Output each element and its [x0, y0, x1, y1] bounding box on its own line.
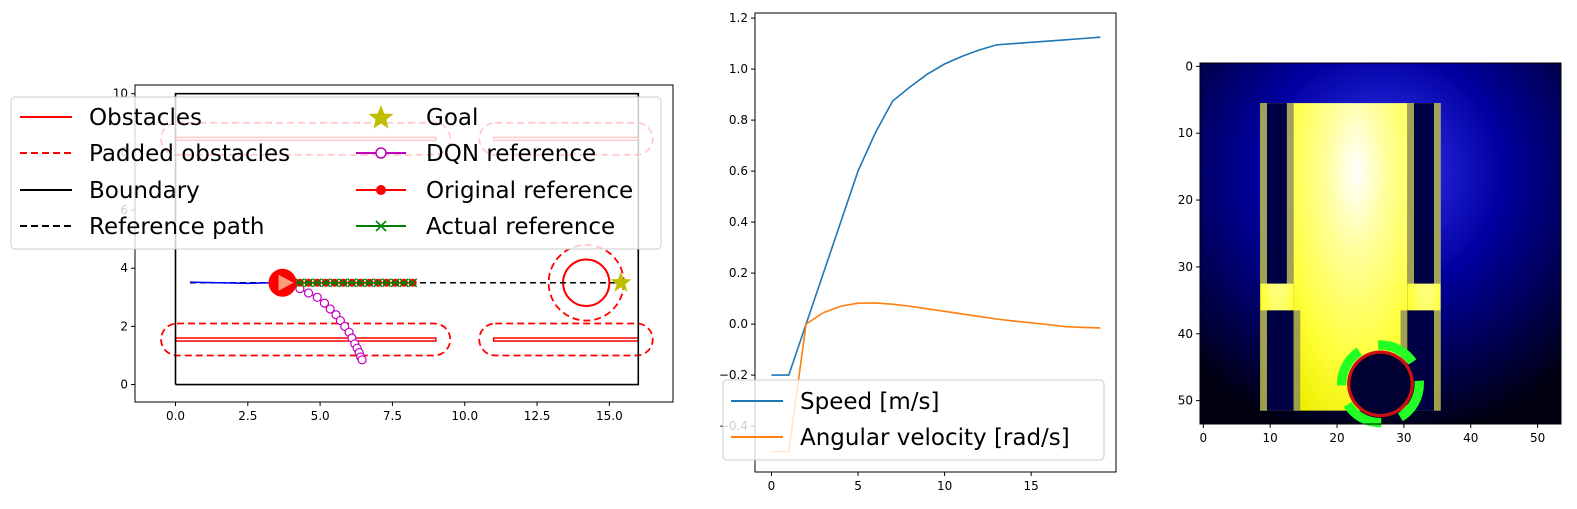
padded-obstacle: [160, 322, 452, 357]
image-ytick-label: 0: [1185, 59, 1193, 73]
map-xtick-label: 5.0: [311, 409, 330, 423]
velocity-ytick-label: 0.8: [729, 113, 748, 127]
hole-core: [1350, 353, 1411, 414]
image-ytick-label: 10: [1178, 126, 1193, 140]
legend-speed-label: Speed [m/s]: [800, 389, 940, 415]
legend-actual-label: Actual reference: [426, 214, 615, 240]
actual-reference-point: [390, 278, 400, 288]
legend-goal-star: [368, 105, 394, 129]
speed-series-line: [771, 36, 1101, 376]
actual-reference-point: [356, 278, 366, 288]
actual-reference-point: [312, 278, 322, 288]
map-ytick-label: 2: [120, 319, 128, 333]
wall-edge-shade: [1260, 310, 1267, 411]
wall-edge-shade: [1260, 103, 1267, 284]
robot-heading-marker: [278, 274, 294, 291]
map-xtick-label: 0.0: [166, 409, 185, 423]
wall-region: [1413, 103, 1434, 284]
wall-edge-shade: [1407, 103, 1414, 284]
map-xtick-label: 12.5: [524, 409, 551, 423]
velocity-ytick-label: 0.0: [729, 317, 748, 331]
image-xtick-label: 30: [1396, 431, 1411, 445]
map-ytick-label: 0: [120, 378, 128, 392]
actual-reference-point: [408, 278, 418, 288]
image-plot-layer: [1200, 63, 1561, 428]
legend-original-label: Original reference: [426, 178, 633, 204]
legend-original-marker: [376, 185, 386, 195]
map-legend-frame: [10, 96, 662, 250]
map-ticks: 0.02.55.07.510.012.515.00246810: [113, 87, 623, 423]
image-ytick-label: 50: [1178, 394, 1193, 408]
dqn-reference-point: [325, 304, 335, 314]
wall-edge-shade: [1433, 310, 1441, 411]
map-xtick-label: 10.0: [451, 409, 478, 423]
velocity-ytick-label: 1.0: [729, 62, 748, 76]
map-xtick-label: 7.5: [383, 409, 402, 423]
actual-reference-point: [295, 278, 305, 288]
goal-marker: [610, 271, 632, 292]
velocity-ytick-label: 0.4: [729, 215, 748, 229]
legend-goal-label: Goal: [426, 105, 478, 131]
legend-obstacles-label: Obstacles: [89, 105, 202, 131]
actual-reference-point: [364, 278, 374, 288]
wall-region: [1266, 103, 1287, 284]
dqn-reference-point: [312, 292, 322, 302]
actual-reference-point: [338, 278, 348, 288]
legend-reference-label: Reference path: [89, 214, 264, 240]
image-xtick-label: 0: [1200, 431, 1208, 445]
image-xtick-label: 40: [1463, 431, 1478, 445]
wall-edge-shade: [1433, 103, 1441, 284]
image-ytick-label: 30: [1178, 260, 1193, 274]
map-legend: Obstacles Padded obstacles Boundary Refe…: [10, 96, 662, 250]
wall-edge-shade: [1286, 103, 1294, 284]
dqn-reference-point: [357, 355, 367, 365]
actual-reference-point: [347, 278, 357, 288]
velocity-ytick-label: −0.2: [719, 368, 748, 382]
wall-region: [1266, 310, 1294, 411]
velocity-plot-layer: [771, 36, 1101, 453]
actual-reference-point: [399, 278, 409, 288]
legend-dqn-marker: [375, 147, 387, 159]
wall-edge-shade: [1293, 310, 1301, 411]
image-ytick-label: 20: [1178, 193, 1193, 207]
legend-dqn-label: DQN reference: [426, 141, 596, 167]
hole-ring-green: [1337, 340, 1424, 428]
angular-velocity-series-line: [771, 302, 1101, 453]
legend-angular-label: Angular velocity [rad/s]: [800, 425, 1070, 451]
image-ytick-label: 40: [1178, 327, 1193, 341]
padded-obstacle: [478, 322, 654, 357]
legend-padded-label: Padded obstacles: [89, 141, 290, 167]
actual-reference-point: [382, 278, 392, 288]
dqn-reference-point: [303, 288, 314, 298]
velocity-xtick-label: 15: [1024, 479, 1039, 493]
image-ticks: 0 10 20 30 40 50 0 10 20 30 40 50: [1178, 59, 1546, 445]
image-xtick-label: 20: [1329, 431, 1344, 445]
image-xtick-label: 50: [1530, 431, 1545, 445]
velocity-legend-frame: [722, 379, 1105, 461]
actual-reference-point: [373, 278, 383, 288]
actual-reference-point: [330, 278, 340, 288]
velocity-xtick-label: 0: [768, 479, 776, 493]
actual-reference-point: [304, 278, 314, 288]
image-xtick-label: 10: [1263, 431, 1278, 445]
actual-reference-point: [321, 278, 331, 288]
map-xtick-label: 2.5: [238, 409, 257, 423]
velocity-ytick-label: 0.6: [729, 164, 748, 178]
legend-boundary-label: Boundary: [89, 178, 200, 204]
image-axes-frame: [1199, 62, 1562, 425]
velocity-legend: Speed [m/s] Angular velocity [rad/s]: [722, 379, 1105, 461]
dqn-reference-point: [319, 298, 330, 308]
legend-actual-marker: [375, 220, 387, 232]
velocity-ytick-label: 0.2: [729, 266, 748, 280]
map-ytick-label: 4: [120, 261, 128, 275]
velocity-xtick-label: 10: [937, 479, 952, 493]
image-panel: 0 10 20 30 40 50 0 10 20 30 40 50: [1178, 59, 1562, 445]
velocity-ytick-label: 1.2: [729, 11, 748, 25]
map-xtick-label: 15.0: [596, 409, 623, 423]
velocity-xtick-label: 5: [854, 479, 862, 493]
